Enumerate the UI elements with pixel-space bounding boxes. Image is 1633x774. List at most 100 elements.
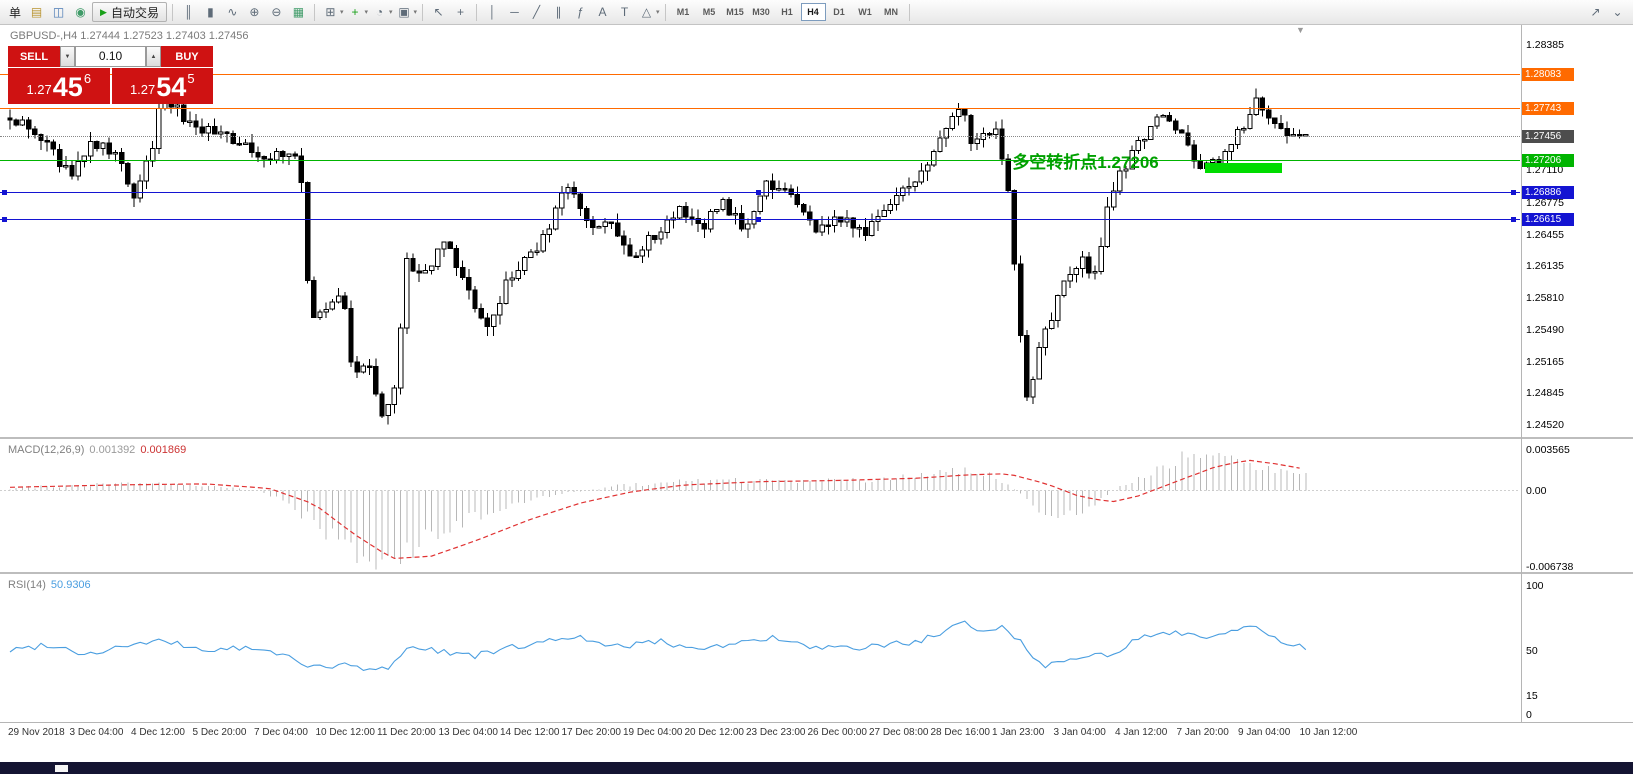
rsi-value: 50.9306 [50,579,91,591]
timeframe-m15[interactable]: M15 [726,7,744,17]
cursor-icon[interactable]: ↖ [433,5,444,19]
macd-indicator-label: MACD(12,26,9) 0.001392 0.001869 [8,444,186,456]
periods-icon[interactable]: ◔ [375,5,384,19]
timeframe-mn[interactable]: MN [884,7,899,17]
line-handle[interactable] [756,189,761,195]
resistance-lower-line[interactable] [0,107,1520,109]
new-order-button[interactable]: 单 [9,5,22,20]
timeframe-d1[interactable]: D1 [833,7,845,17]
fibonacci-icon[interactable]: ƒ [577,5,584,19]
profiles-icon[interactable]: ◫ [52,5,65,19]
line-handle[interactable] [756,216,761,222]
templates-icon[interactable]: ▣ [398,5,410,19]
vertical-line-icon[interactable]: │ [488,5,497,19]
zoom-in-icon[interactable]: ⊕ [249,5,260,19]
time-axis-label: 29 Nov 2018 [8,727,65,738]
sell-price-button[interactable]: 1.27 45 6 [8,68,110,104]
support-lower-price-tag: 1.26615 [1522,212,1574,226]
more-tools-icon[interactable]: ⌄ [1612,5,1623,19]
bar-chart-icon[interactable]: ║ [184,5,193,19]
charts-icon[interactable]: ▤ [30,5,43,19]
rsi-scale-label: 15 [1526,689,1538,702]
autotrade-play-icon: ▶ [100,6,107,17]
timeframe-h1[interactable]: H1 [781,7,793,17]
price-scale-label: 1.26775 [1526,197,1564,210]
indicators-icon-dropdown[interactable]: ▾ [364,9,368,16]
zoom-out-icon[interactable]: ⊖ [271,5,282,19]
buy-price-pip: 5 [187,71,195,86]
pane-separator-rsi[interactable] [0,572,1633,574]
toolbar: 单 ▤ ◫ ◉ ▶ 自动交易 ║ ▮ ∿ ⊕ ⊖ ▦ ⊞ ▾ + ▾ ◔ ▾ ▣ ▾ ↖ + │ ─ ╱ ∥ ƒ A T △ ▾ M1 M5 M1… [0,0,1633,25]
macd-name: MACD(12,26,9) [8,444,85,456]
macd-scale-label: -0.006738 [1526,560,1574,573]
timeframe-m1[interactable]: M1 [676,7,690,17]
horizontal-line-icon[interactable]: ─ [510,5,519,19]
new-chart-icon[interactable]: ⊞ [325,5,336,19]
volume-up-button[interactable]: ▲ [146,46,161,67]
time-axis-label: 5 Dec 20:00 [192,727,247,738]
templates-icon-dropdown[interactable]: ▾ [413,9,418,16]
line-chart-icon[interactable]: ∿ [227,5,238,19]
buy-price-prefix: 1.27 [129,82,156,97]
rsi-indicator-label: RSI(14) 50.9306 [8,579,91,591]
line-handle[interactable] [2,189,7,195]
timeframe-m30[interactable]: M30 [752,7,770,17]
time-axis[interactable]: 29 Nov 2018 3 Dec 04:00 4 Dec 12:00 5 Dec 2… [0,723,1633,741]
arrows-icon[interactable]: △ [641,5,652,19]
pivot-green-line[interactable] [0,160,1520,162]
line-handle[interactable] [1511,189,1516,195]
resistance-upper-line[interactable] [0,74,1520,76]
current-price-line[interactable] [0,135,1520,137]
periods-icon-dropdown[interactable]: ▾ [388,9,393,16]
one-click-trading-panel: SELL ▼ 0.10 ▲ BUY 1.27 45 6 1.27 54 5 [8,46,213,104]
taskbar-item[interactable] [55,765,68,772]
volume-input[interactable]: 0.10 [75,46,146,67]
price-scale-label: 1.25490 [1526,323,1564,336]
text-icon[interactable]: A [598,5,607,19]
macd-main-value: 0.001392 [89,444,136,456]
highlight-bar[interactable] [1205,163,1282,174]
crosshair-icon[interactable]: + [457,5,465,19]
line-handle[interactable] [2,216,7,222]
candlestick-chart-icon[interactable]: ▮ [207,5,214,19]
volume-down-button[interactable]: ▼ [60,46,75,67]
timeframe-m5[interactable]: M5 [702,7,716,17]
sell-button[interactable]: SELL [8,46,60,67]
time-axis-label: 14 Dec 12:00 [500,727,560,738]
chart-shift-marker[interactable]: ▼ [1296,25,1305,35]
sell-price-prefix: 1.27 [26,82,52,97]
time-axis-label: 17 Dec 20:00 [561,727,622,738]
arrows-icon-dropdown[interactable]: ▾ [656,9,660,16]
time-axis-label: 1 Jan 23:00 [992,727,1045,738]
pane-separator-macd[interactable] [0,437,1633,439]
sell-price-big: 45 [52,72,83,102]
new-chart-icon-dropdown[interactable]: ▾ [339,9,344,16]
pivot-green-price-tag: 1.27206 [1522,154,1574,168]
line-handle[interactable] [1511,216,1516,222]
time-axis-label: 19 Dec 04:00 [623,727,683,738]
tile-windows-icon[interactable]: ▦ [292,5,305,19]
market-watch-icon[interactable]: ◉ [75,5,86,19]
time-axis-label: 23 Dec 23:00 [746,727,806,738]
rsi-scale-label: 0 [1526,709,1532,721]
time-axis-label: 10 Dec 12:00 [315,727,376,738]
price-scale-label: 1.28385 [1526,38,1564,51]
timeframe-h4[interactable]: H4 [800,3,826,21]
equidistant-channel-icon[interactable]: ∥ [555,5,562,19]
support-upper-price-tag: 1.26886 [1522,185,1574,199]
time-axis-label: 3 Dec 04:00 [69,727,124,738]
trendline-icon[interactable]: ╱ [532,5,541,19]
timeframe-w1[interactable]: W1 [858,7,872,17]
pivot-annotation-text: 多空转折点1.27206 [1012,153,1159,173]
price-scale-label: 1.24520 [1526,419,1564,431]
autotrade-button[interactable]: ▶ 自动交易 [92,2,167,22]
chart-forward-icon[interactable]: ↗ [1590,5,1601,19]
buy-price-button[interactable]: 1.27 54 5 [111,68,213,104]
macd-signal-value: 0.001869 [140,444,187,456]
buy-button[interactable]: BUY [161,46,213,67]
indicators-icon[interactable]: + [351,5,359,19]
text-label-icon[interactable]: T [620,5,629,19]
time-axis-label: 27 Dec 08:00 [869,727,929,738]
